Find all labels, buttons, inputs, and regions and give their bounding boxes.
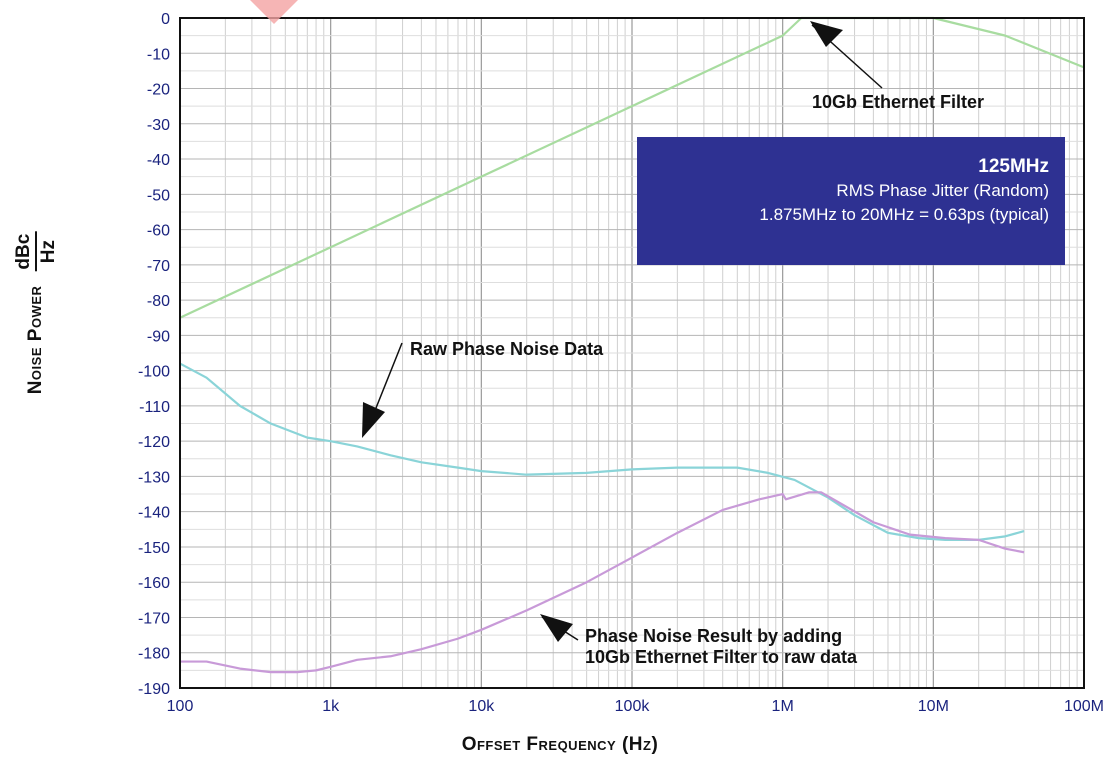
plot-frame <box>179 17 1085 689</box>
arrowhead-phase-noise-result <box>540 614 573 642</box>
y-tick-label: -10 <box>147 46 170 63</box>
series-layer <box>179 16 1085 674</box>
y-tick-label: -120 <box>138 434 170 451</box>
x-axis-title: Offset Frequency (Hz) <box>461 734 659 755</box>
jitter-info-box: 125MHz RMS Phase Jitter (Random) 1.875MH… <box>637 137 1065 265</box>
y-axis-unit-denominator: Hz <box>38 240 59 264</box>
y-tick-label: -180 <box>138 646 170 663</box>
y-tick-label: -60 <box>147 223 170 240</box>
y-tick-label: -40 <box>147 152 170 169</box>
watermark-mark <box>250 0 298 24</box>
y-axis-unit: dBc Hz <box>13 231 59 272</box>
y-tick-label: -80 <box>147 293 170 310</box>
annotation-raw-phase-noise: Raw Phase Noise Data <box>410 339 604 359</box>
y-tick-label: -150 <box>138 540 170 557</box>
y-tick-labels: 0 -10 -20 -30 -40 -50 -60 -70 -80 -90 -100 -110 -120… <box>138 11 170 698</box>
arrowhead-raw-phase-noise <box>362 402 385 438</box>
annotation-phase-noise-result: Phase Noise Result by adding 10Gb Ethern… <box>585 626 857 668</box>
y-tick-label: -100 <box>138 364 170 381</box>
y-tick-label: -160 <box>138 575 170 592</box>
y-tick-label: -90 <box>147 328 170 345</box>
grid <box>179 17 1085 689</box>
y-tick-label: -130 <box>138 469 170 486</box>
x-tick-label: 100k <box>615 698 651 715</box>
x-tick-label: 1M <box>772 698 794 715</box>
annotation-result-line-1: Phase Noise Result by adding <box>585 626 843 646</box>
series-line-1 <box>179 16 1085 319</box>
info-box-line-1: RMS Phase Jitter (Random) <box>836 181 1049 200</box>
series-line-3 <box>180 491 1025 674</box>
x-tick-labels: 100 1k 10k 100k 1M 10M 100M <box>167 698 1104 715</box>
annotation-ethernet-filter: 10Gb Ethernet Filter <box>812 92 985 112</box>
y-tick-label: -50 <box>147 187 170 204</box>
y-tick-label: -170 <box>138 610 170 627</box>
y-tick-label: -190 <box>138 681 170 698</box>
y-axis-label: Noise Power <box>25 285 46 395</box>
info-box-line-2: 1.875MHz to 20MHz = 0.63ps (typical) <box>759 205 1049 224</box>
x-tick-label: 10M <box>918 698 949 715</box>
info-box-title: 125MHz <box>978 156 1049 177</box>
y-tick-label: -70 <box>147 258 170 275</box>
x-tick-label: 100M <box>1064 698 1104 715</box>
y-tick-label: -30 <box>147 117 170 134</box>
y-tick-label: -20 <box>147 82 170 99</box>
x-tick-label: 1k <box>322 698 340 715</box>
y-tick-label: 0 <box>161 11 170 28</box>
annotation-arrows <box>362 21 883 642</box>
y-tick-label: -140 <box>138 505 170 522</box>
annotation-result-line-2: 10Gb Ethernet Filter to raw data <box>585 647 858 667</box>
series-line-2 <box>179 362 1025 541</box>
y-axis-unit-numerator: dBc <box>13 231 37 272</box>
x-tick-label: 100 <box>167 698 194 715</box>
y-tick-label: -110 <box>139 399 170 416</box>
y-axis-title: Noise Power dBc Hz <box>13 231 59 395</box>
x-tick-label: 10k <box>468 698 495 715</box>
arrowhead-ethernet-filter <box>810 21 843 47</box>
